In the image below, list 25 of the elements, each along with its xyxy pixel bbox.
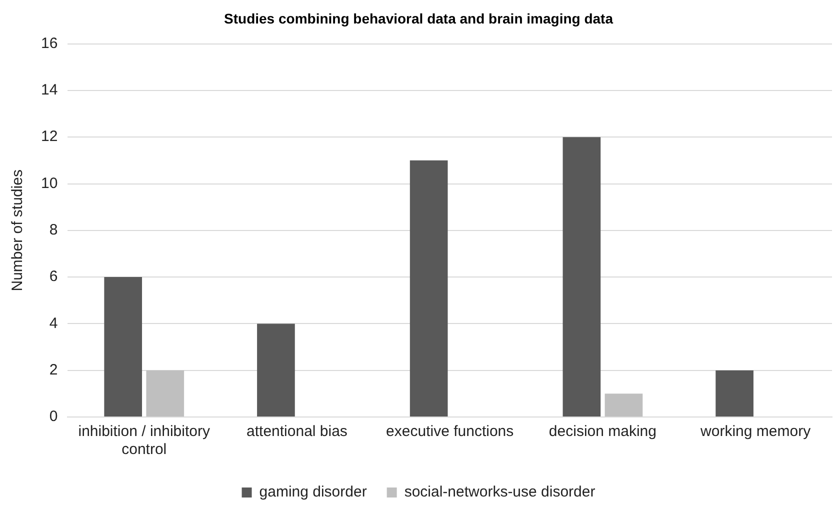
bar bbox=[104, 277, 142, 416]
y-tick-label: 16 bbox=[40, 34, 58, 52]
bar bbox=[146, 370, 184, 416]
chart-title: Studies combining behavioral data and brain imaging data bbox=[224, 10, 614, 26]
y-tick-label: 4 bbox=[49, 314, 58, 332]
x-tick-label: decision making bbox=[548, 423, 656, 440]
legend-label: social-networks-use disorder bbox=[404, 484, 596, 501]
x-tick-label: inhibition / inhibitory control bbox=[78, 423, 210, 458]
y-tick-label: 2 bbox=[49, 361, 58, 378]
y-tick-label: 10 bbox=[40, 174, 58, 192]
bar bbox=[716, 370, 754, 416]
y-tick-label: 8 bbox=[49, 222, 58, 239]
x-tick-label: attentional bias bbox=[246, 423, 348, 440]
y-tick-label: 12 bbox=[40, 128, 58, 146]
y-tick-label: 0 bbox=[49, 408, 58, 426]
y-tick-label: 14 bbox=[40, 82, 58, 99]
bar bbox=[410, 160, 448, 416]
y-axis-title: Number of studies bbox=[9, 170, 26, 292]
x-tick-label: executive functions bbox=[386, 423, 514, 440]
y-tick-label: 6 bbox=[49, 268, 58, 286]
legend-label: gaming disorder bbox=[259, 484, 367, 501]
bar bbox=[562, 137, 601, 416]
bar bbox=[257, 324, 295, 416]
bar bbox=[604, 394, 643, 416]
x-tick-label: working memory bbox=[700, 423, 812, 440]
